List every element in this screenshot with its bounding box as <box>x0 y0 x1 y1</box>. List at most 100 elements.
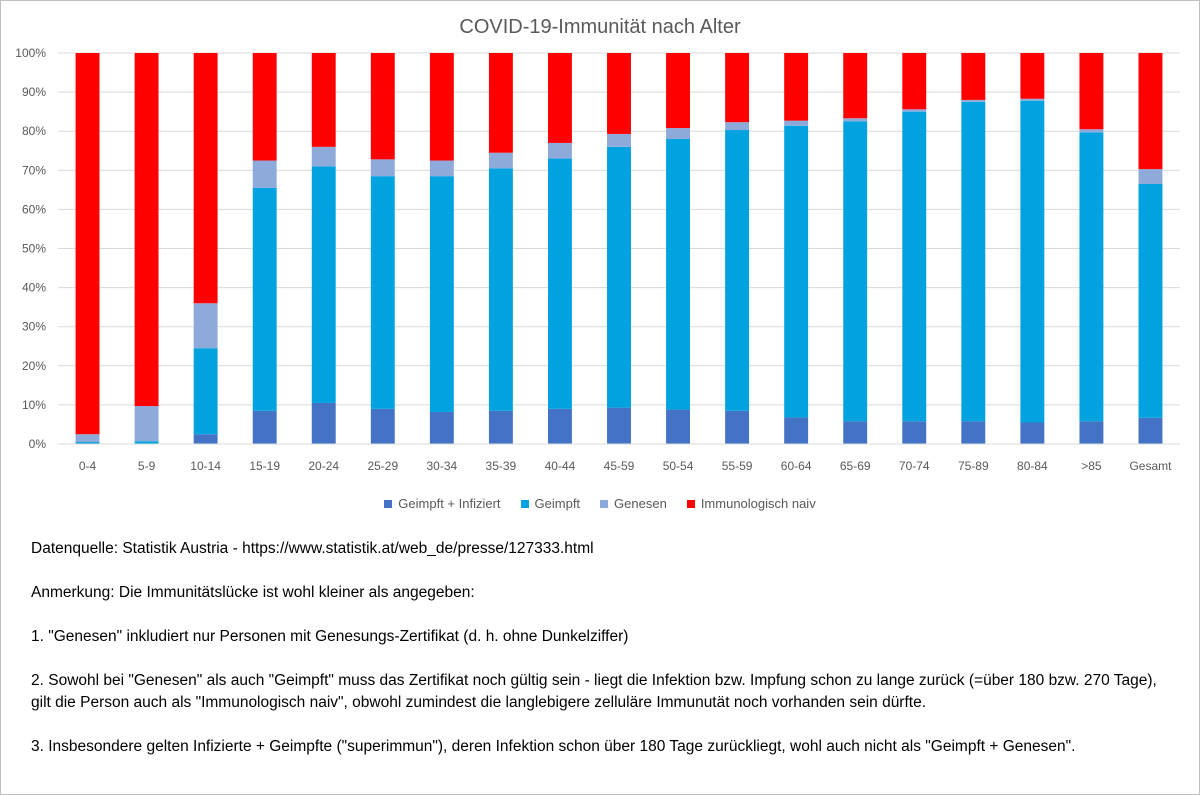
bar-segment <box>488 152 513 169</box>
bar-segment <box>1020 422 1045 444</box>
x-tick-label: 10-14 <box>190 459 221 473</box>
bar-segment <box>311 146 336 167</box>
bar-segment <box>311 402 336 444</box>
x-tick-label: 70-74 <box>899 459 930 473</box>
bar-segment <box>784 53 809 121</box>
bar-segment <box>843 121 868 422</box>
bar-segment <box>134 53 159 407</box>
bar-segment <box>75 434 100 443</box>
bar-segment <box>961 99 986 102</box>
bar-segment <box>488 53 513 153</box>
bar-segment <box>902 421 927 444</box>
y-tick-label: 50% <box>22 242 46 256</box>
x-tick-label: 80-84 <box>1017 459 1048 473</box>
x-tick-label: 5-9 <box>138 459 156 473</box>
bars <box>58 53 1180 445</box>
legend-label: Geimpft + Infiziert <box>398 496 501 511</box>
note-point-3: 3. Insbesondere gelten Infizierte + Geim… <box>31 738 1076 755</box>
legend-swatch <box>520 499 529 508</box>
legend-swatch <box>384 499 393 508</box>
legend-item: Geimpft + Infiziert <box>384 496 501 511</box>
x-tick-label: 35-39 <box>486 459 517 473</box>
bar-segment <box>1138 417 1163 444</box>
bar-segment <box>193 53 218 304</box>
x-tick-label: >85 <box>1081 459 1102 473</box>
bar-segment <box>725 53 750 123</box>
bar-segment <box>547 142 572 159</box>
x-tick-label: 30-34 <box>426 459 457 473</box>
bar-segment <box>784 417 809 444</box>
x-tick-label: 15-19 <box>249 459 280 473</box>
bar-segment <box>488 168 513 411</box>
bar-segment <box>429 411 454 444</box>
bar-segment <box>725 130 750 411</box>
bar-segment <box>725 122 750 131</box>
bar-segment <box>607 133 631 147</box>
legend-label: Geimpft <box>534 496 581 511</box>
chart-title: COVID-19-Immunität nach Alter <box>459 16 741 38</box>
bar-segment <box>725 410 750 444</box>
legend: Geimpft + Infiziert Geimpft Genesen Immunol… <box>0 496 1200 511</box>
legend-label: Genesen <box>614 496 667 511</box>
x-tick-label: 75-89 <box>958 459 989 473</box>
y-tick-label: 60% <box>22 202 46 216</box>
bar-segment <box>607 146 631 408</box>
bar-segment <box>429 176 454 412</box>
x-tick-label: 0-4 <box>79 459 97 473</box>
y-axis-ticks: 0% 10% 20% 30% 40% 50% 60% 70% 80% 90% 100% <box>15 46 46 451</box>
bar-segment <box>1079 53 1104 130</box>
y-tick-label: 40% <box>22 281 46 295</box>
bar-segment <box>429 160 454 177</box>
note-point-2: 2. Sowohl bei "Genesen" als auch "Geimpf… <box>31 672 1157 711</box>
x-tick-label: 20-24 <box>308 459 339 473</box>
bar-segment <box>666 128 691 140</box>
y-tick-label: 70% <box>22 163 46 177</box>
bar-segment <box>547 158 572 409</box>
bar-segment <box>134 406 159 442</box>
bar-segment <box>1020 53 1045 99</box>
x-tick-label: 60-64 <box>781 459 812 473</box>
bar-segment <box>666 53 691 129</box>
bar-segment <box>193 434 218 444</box>
legend-item: Geimpft <box>520 496 581 511</box>
bar-segment <box>370 408 395 444</box>
note-point-1: 1. "Genesen" inkludiert nur Personen mit… <box>31 628 629 645</box>
bar-segment <box>902 109 927 112</box>
x-tick-label: 50-54 <box>663 459 694 473</box>
bar-segment <box>961 53 986 100</box>
bar-segment <box>252 187 277 411</box>
legend-swatch <box>600 499 609 508</box>
notes: Datenquelle: Statistik Austria - https:/… <box>31 538 1166 780</box>
bar-segment <box>961 421 986 444</box>
bar-segment <box>252 53 277 161</box>
bar-segment <box>902 53 927 110</box>
y-tick-label: 80% <box>22 124 46 138</box>
x-tick-label: 40-44 <box>545 459 576 473</box>
y-tick-label: 20% <box>22 359 46 373</box>
bar-segment <box>488 410 513 444</box>
bar-segment <box>1079 132 1104 422</box>
y-tick-label: 10% <box>22 398 46 412</box>
bar-segment <box>252 410 277 444</box>
bar-segment <box>75 442 100 444</box>
y-tick-label: 100% <box>15 46 46 60</box>
bar-segment <box>784 120 809 126</box>
bar-segment <box>1138 53 1163 170</box>
bar-segment <box>134 441 159 444</box>
bar-segment <box>429 53 454 161</box>
bar-segment <box>311 166 336 403</box>
bar-segment <box>666 409 691 444</box>
stacked-bar-chart: 0% 10% 20% 30% 40% 50% 60% 70% 80% 90% 100% 0-4 5-9… <box>15 46 1180 473</box>
legend-item: Genesen <box>600 496 667 511</box>
bar-segment <box>843 53 868 119</box>
bar-segment <box>1020 98 1045 101</box>
legend-label: Immunologisch naiv <box>700 496 816 511</box>
remark-note: Anmerkung: Die Immunitätslücke ist wohl … <box>31 584 475 601</box>
bar-segment <box>1079 129 1104 133</box>
bar-segment <box>547 408 572 444</box>
bar-segment <box>1138 169 1163 184</box>
bar-segment <box>902 111 927 422</box>
y-tick-label: 90% <box>22 85 46 99</box>
bar-segment <box>75 53 100 435</box>
bar-segment <box>370 53 395 160</box>
